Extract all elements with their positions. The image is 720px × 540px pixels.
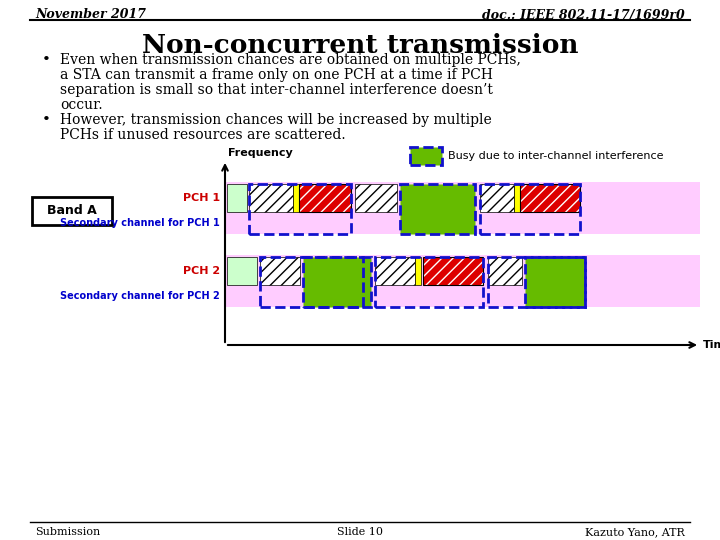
Bar: [249, 184, 293, 212]
Bar: [260, 257, 363, 307]
Bar: [423, 257, 483, 285]
Text: However, transmission chances will be increased by multiple: However, transmission chances will be in…: [60, 113, 492, 127]
Text: •: •: [42, 113, 51, 127]
Bar: [225, 255, 700, 307]
Bar: [415, 257, 421, 285]
Text: PCH 1: PCH 1: [183, 193, 220, 203]
Text: Submission: Submission: [35, 527, 100, 537]
Bar: [32, 197, 112, 225]
Text: •: •: [42, 53, 51, 67]
Bar: [249, 184, 351, 234]
Bar: [293, 184, 299, 212]
Text: PCHs if unused resources are scattered.: PCHs if unused resources are scattered.: [60, 128, 346, 142]
Text: Band A: Band A: [47, 205, 97, 218]
Bar: [423, 257, 483, 285]
Bar: [410, 147, 442, 165]
Bar: [355, 184, 397, 212]
Bar: [514, 184, 520, 212]
Bar: [260, 257, 300, 285]
Text: November 2017: November 2017: [35, 9, 146, 22]
Bar: [400, 184, 475, 234]
Bar: [480, 184, 514, 212]
Text: Even when transmission chances are obtained on multiple PCHs,: Even when transmission chances are obtai…: [60, 53, 521, 67]
Text: Busy due to inter-channel interference: Busy due to inter-channel interference: [448, 151, 664, 161]
Text: Secondary channel for PCH 2: Secondary channel for PCH 2: [60, 291, 220, 301]
Text: separation is small so that inter-channel interference doesn’t: separation is small so that inter-channe…: [60, 83, 493, 97]
Bar: [299, 184, 351, 212]
Text: Frequency: Frequency: [228, 148, 293, 158]
Bar: [525, 257, 585, 307]
Bar: [480, 184, 580, 234]
Bar: [227, 257, 257, 285]
Text: Kazuto Yano, ATR: Kazuto Yano, ATR: [585, 527, 685, 537]
Bar: [227, 184, 247, 212]
Bar: [520, 184, 580, 212]
Bar: [488, 257, 522, 285]
Text: occur.: occur.: [60, 98, 103, 112]
Text: a STA can transmit a frame only on one PCH at a time if PCH: a STA can transmit a frame only on one P…: [60, 68, 493, 82]
Text: doc.: IEEE 802.11-17/1699r0: doc.: IEEE 802.11-17/1699r0: [482, 9, 685, 22]
Bar: [375, 257, 483, 307]
Bar: [303, 257, 371, 307]
Text: PCH 2: PCH 2: [183, 266, 220, 276]
Bar: [488, 257, 585, 307]
Text: Slide 10: Slide 10: [337, 527, 383, 537]
Bar: [375, 257, 415, 285]
Bar: [225, 182, 700, 234]
Bar: [299, 184, 351, 212]
Text: Secondary channel for PCH 1: Secondary channel for PCH 1: [60, 218, 220, 228]
Text: Non-concurrent transmission: Non-concurrent transmission: [142, 33, 578, 58]
Text: Time: Time: [703, 340, 720, 350]
Bar: [520, 184, 580, 212]
